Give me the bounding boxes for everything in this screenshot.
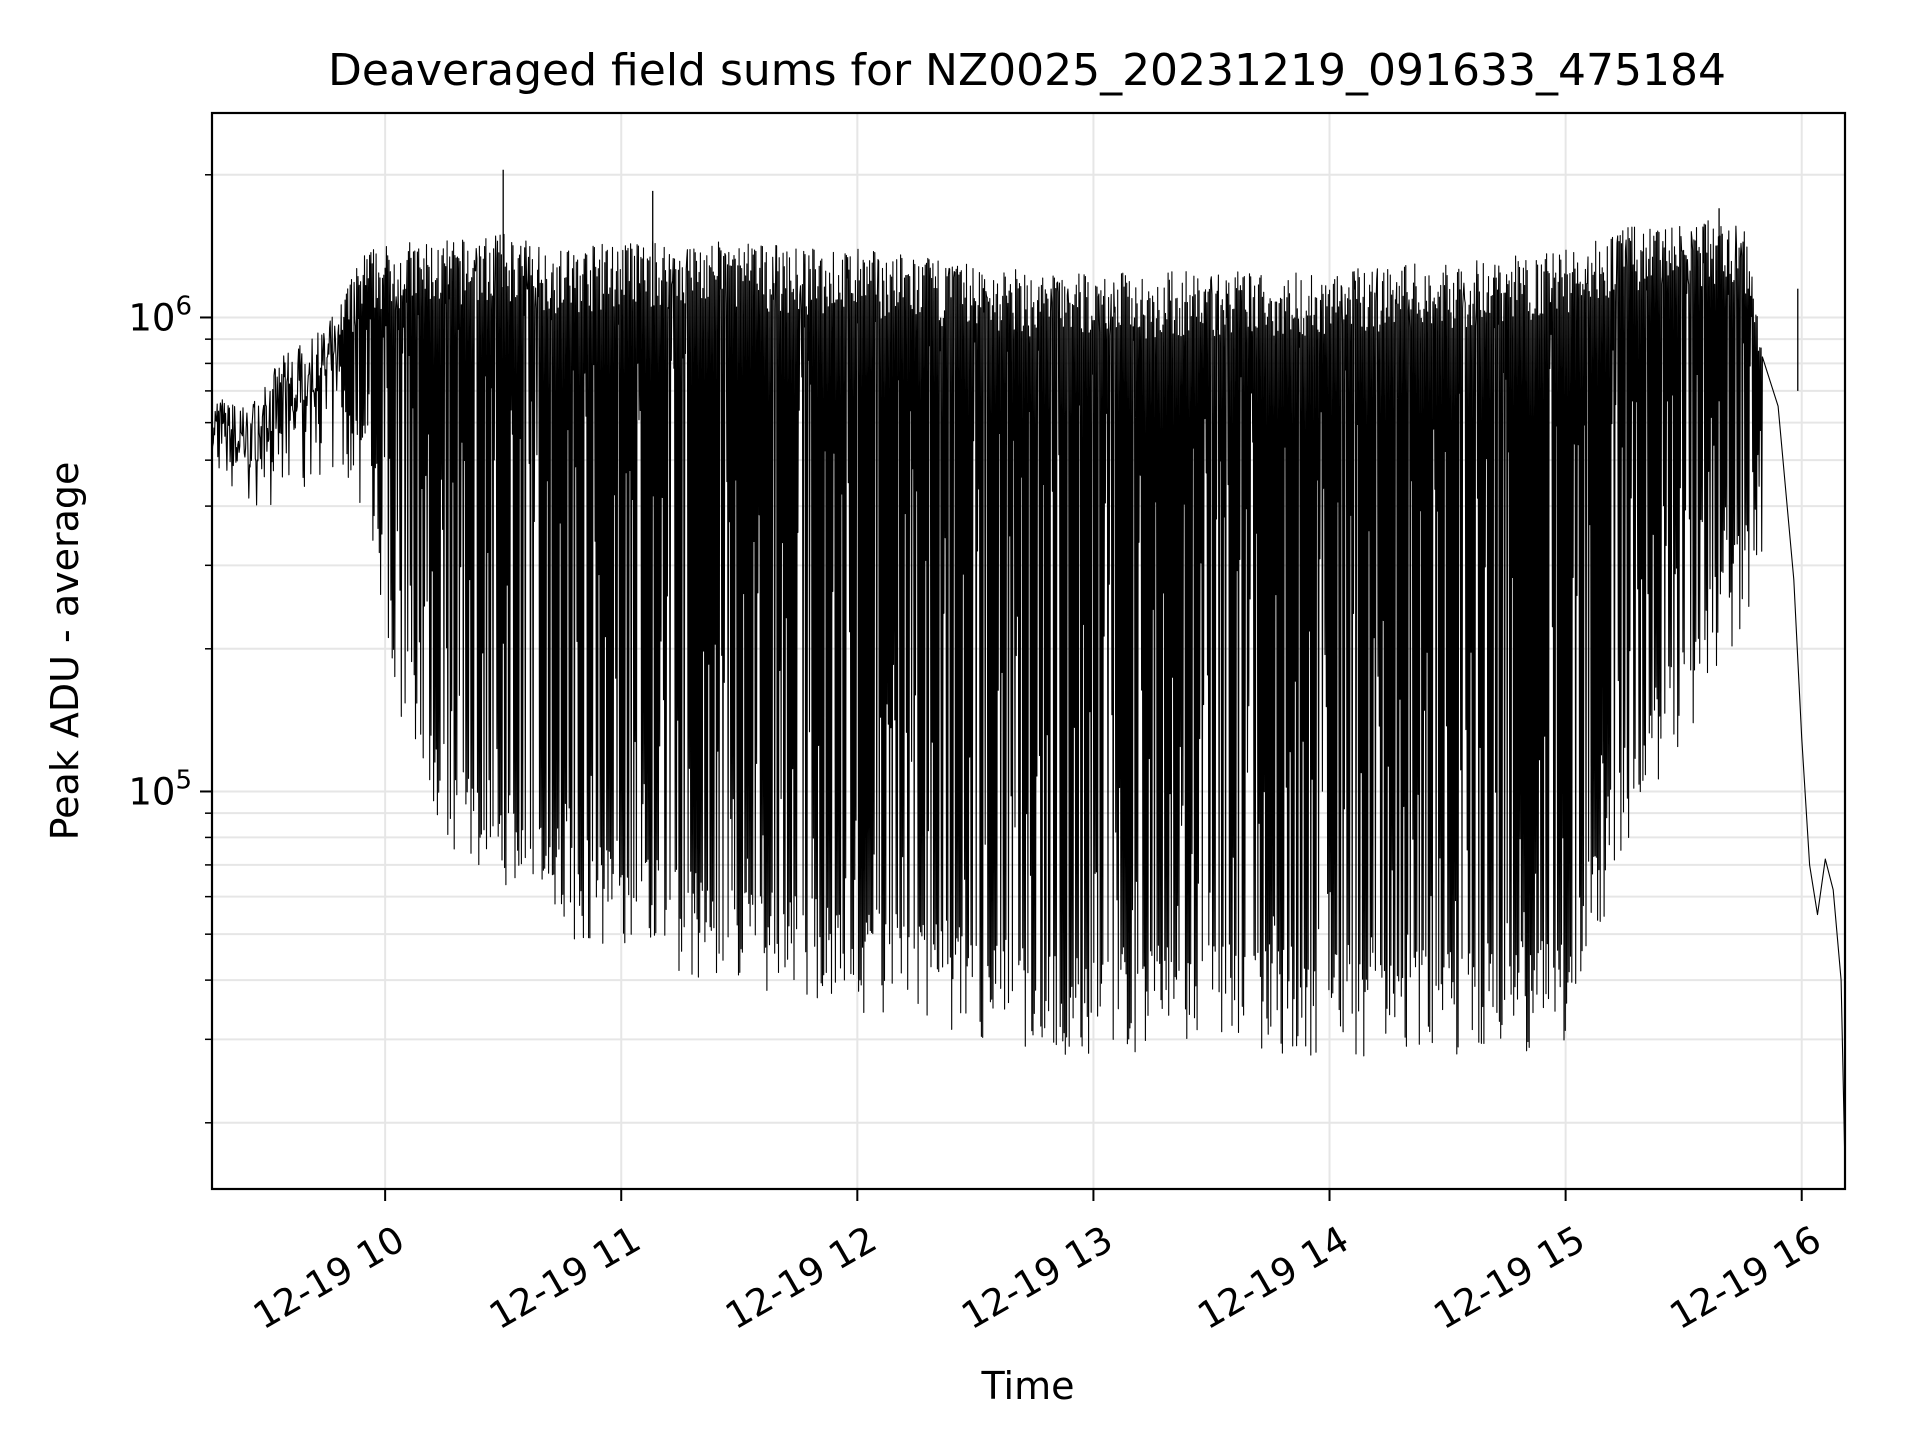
x-tick-label: 12-19 12	[718, 1218, 884, 1338]
x-tick-label: 12-19 11	[482, 1218, 648, 1338]
x-tick-label: 12-19 16	[1663, 1218, 1829, 1338]
y-tick-label: 106	[128, 291, 192, 339]
plot-frame	[210, 111, 1847, 1191]
plot-area	[211, 169, 1846, 1169]
chart-title: Deaveraged field sums for NZ0025_2023121…	[328, 45, 1726, 96]
x-tick-label: 12-19 15	[1427, 1218, 1593, 1338]
y-tick-label: 105	[128, 765, 192, 813]
series-line	[211, 220, 1846, 1169]
y-axis-label: Peak ADU - average	[43, 462, 87, 841]
x-tick-label: 12-19 13	[954, 1218, 1120, 1338]
x-axis-label: Time	[981, 1364, 1075, 1408]
x-tick-label: 12-19 10	[246, 1218, 412, 1338]
x-tick-label: 12-19 14	[1190, 1218, 1356, 1338]
